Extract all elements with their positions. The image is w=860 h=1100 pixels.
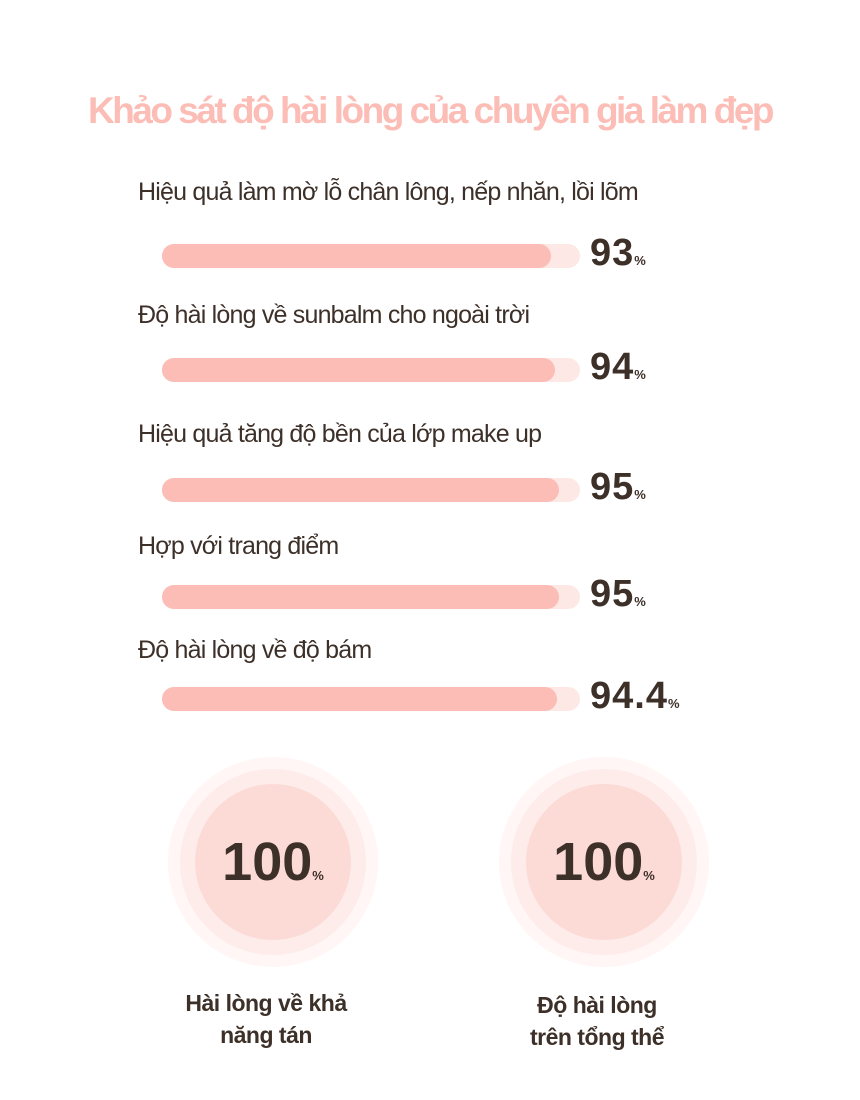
bar bbox=[162, 585, 560, 609]
bar-label: Hợp với trang điểm bbox=[138, 532, 339, 560]
highlight-label-2: Độ hài lòng trên tổng thể bbox=[529, 992, 665, 1050]
bar-label: Hiệu quả tăng độ bền của lớp make up bbox=[138, 420, 542, 448]
bar-track bbox=[162, 358, 580, 382]
highlight-value-2: 100% bbox=[553, 832, 655, 892]
chart-title: Khảo sát độ hài lòng của chuyên gia làm … bbox=[87, 90, 775, 131]
bar bbox=[162, 358, 555, 382]
bar-value-label: 94% bbox=[590, 346, 646, 388]
bar-value-label: 93% bbox=[590, 232, 646, 274]
bar-label: Độ hài lòng về độ bám bbox=[138, 636, 372, 664]
bar-label: Độ hài lòng về sunbalm cho ngoài trời bbox=[138, 301, 530, 329]
bar-value-label: 95% bbox=[590, 466, 646, 508]
bar-track bbox=[162, 585, 580, 609]
highlight-circle-2: 100% bbox=[499, 757, 709, 967]
bar bbox=[162, 244, 551, 268]
highlight-circle-1: 100% bbox=[168, 757, 378, 967]
bar bbox=[162, 478, 560, 502]
highlight-label-1: Hài lòng về khả năng tán bbox=[185, 990, 347, 1048]
bar-track bbox=[162, 244, 580, 268]
bar-track bbox=[162, 478, 580, 502]
highlight-value-1: 100% bbox=[222, 832, 324, 892]
bar bbox=[162, 687, 557, 711]
bar-track bbox=[162, 687, 580, 711]
bar-value-label: 94.4% bbox=[590, 675, 680, 717]
bar-label: Hiệu quả làm mờ lỗ chân lông, nếp nhăn, … bbox=[138, 178, 639, 206]
bar-value-label: 95% bbox=[590, 573, 646, 615]
